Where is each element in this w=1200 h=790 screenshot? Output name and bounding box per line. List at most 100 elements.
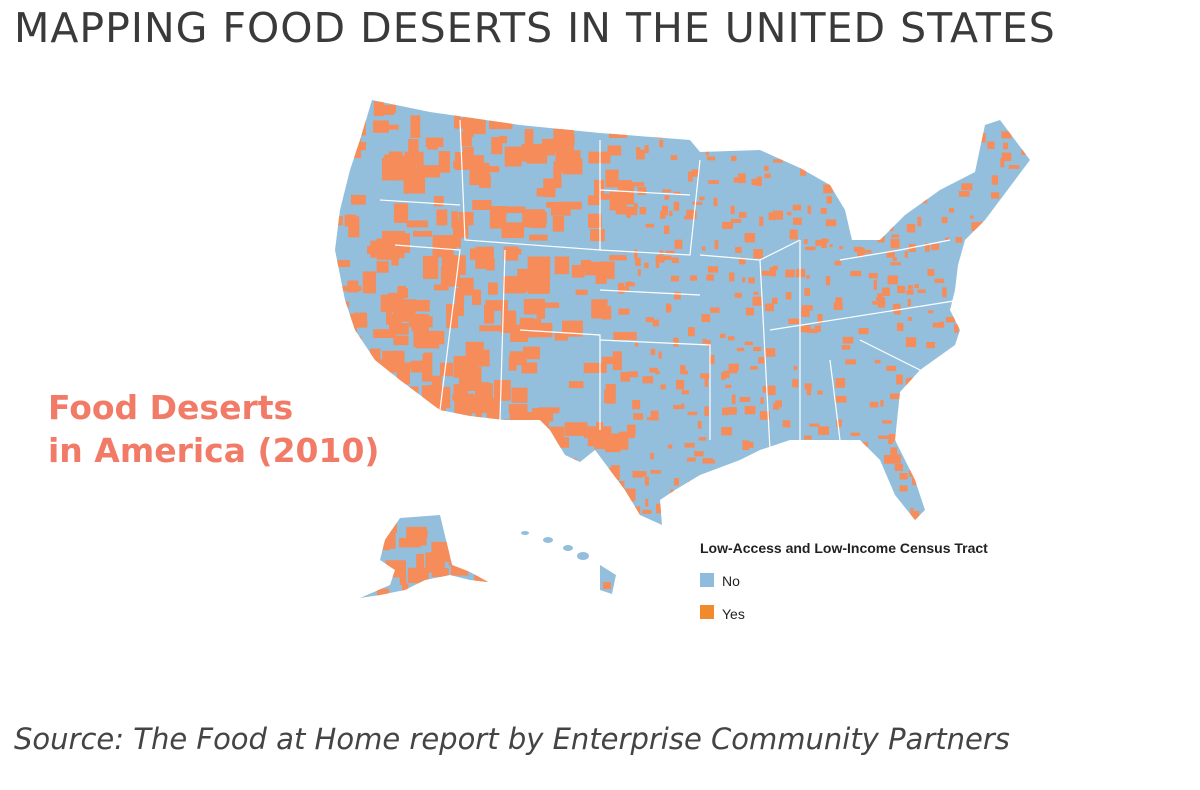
tract-patch <box>937 480 942 490</box>
tract-patch <box>511 510 529 525</box>
tract-patch <box>391 258 399 266</box>
tract-patch <box>564 422 588 436</box>
tract-patch <box>667 304 672 312</box>
tract-patch <box>850 432 860 436</box>
tract-patch <box>818 426 829 435</box>
tract-patch <box>351 458 365 479</box>
tract-patch <box>751 178 760 186</box>
tract-patch <box>634 249 638 259</box>
tract-patch <box>622 286 630 292</box>
tract-patch <box>1013 266 1023 271</box>
tract-patch <box>396 414 417 422</box>
tract-patch <box>908 377 919 386</box>
tract-patch <box>901 443 907 451</box>
tract-patch <box>892 256 897 262</box>
tract-patch <box>530 436 554 451</box>
tract-patch <box>727 336 735 341</box>
tract-patch <box>948 378 955 384</box>
tract-patch <box>692 201 703 205</box>
tract-patch <box>745 465 751 469</box>
tract-patch <box>961 150 967 154</box>
tract-patch <box>479 519 488 538</box>
tract-patch <box>961 124 972 130</box>
tract-patch <box>691 169 699 177</box>
tract-patch <box>1005 369 1015 379</box>
tract-patch <box>436 209 448 226</box>
tract-patch <box>868 273 878 279</box>
tract-patch <box>662 189 672 193</box>
tract-patch <box>792 152 799 158</box>
tract-patch <box>910 507 914 512</box>
tract-patch <box>975 230 987 240</box>
tract-patch <box>626 206 638 216</box>
tract-patch <box>792 204 802 211</box>
tract-patch <box>745 441 754 448</box>
tract-patch <box>753 346 762 352</box>
tract-patch <box>819 494 829 500</box>
tract-patch <box>351 461 359 470</box>
tract-patch <box>523 298 540 315</box>
tract-patch <box>373 120 389 133</box>
tract-patch <box>522 490 531 496</box>
tract-patch <box>462 503 483 519</box>
tract-patch <box>491 137 503 155</box>
tract-patch <box>458 376 478 391</box>
tract-patch <box>865 458 870 467</box>
tract-patch <box>510 431 531 438</box>
tract-patch <box>476 570 488 588</box>
tract-patch <box>929 479 935 489</box>
tract-patch <box>835 378 846 388</box>
tract-patch <box>994 335 999 341</box>
tract-patch <box>658 351 662 359</box>
tract-patch <box>425 552 445 573</box>
tract-patch <box>727 113 738 122</box>
tract-patch <box>444 507 457 525</box>
tract-patch <box>825 451 835 458</box>
tract-patch <box>604 389 611 403</box>
tract-patch <box>521 143 545 160</box>
tract-patch <box>665 250 675 255</box>
tract-patch <box>462 496 479 510</box>
tract-patch <box>899 485 908 492</box>
tract-patch <box>434 284 449 291</box>
tract-patch <box>882 287 890 296</box>
tract-patch <box>972 441 981 445</box>
tract-patch <box>531 435 551 442</box>
tract-patch <box>656 503 667 514</box>
tract-patch <box>718 111 725 117</box>
tract-patch <box>752 296 763 306</box>
tract-patch <box>410 115 421 138</box>
tract-patch <box>483 477 492 498</box>
tract-patch <box>948 170 957 180</box>
tract-patch <box>553 128 574 152</box>
tract-patch <box>750 473 756 480</box>
tract-patch <box>536 211 547 225</box>
tract-patch <box>887 439 893 445</box>
tract-patch <box>730 218 742 223</box>
label-line: Food Deserts <box>48 388 294 427</box>
tract-patch <box>541 451 559 470</box>
tract-patch <box>375 528 388 541</box>
tract-patch <box>742 440 750 450</box>
tract-patch <box>772 159 783 163</box>
tract-patch <box>764 165 769 172</box>
tract-patch <box>897 285 906 294</box>
tract-patch <box>858 223 864 227</box>
tract-patch <box>519 317 534 338</box>
tract-patch <box>910 510 920 521</box>
tract-patch <box>856 218 865 226</box>
tract-patch <box>1006 294 1017 299</box>
tract-patch <box>1027 124 1030 132</box>
hawaii <box>521 531 616 594</box>
tract-patch <box>597 193 617 200</box>
tract-patch <box>652 319 659 327</box>
tract-patch <box>829 244 833 248</box>
tract-patch <box>808 155 817 160</box>
tract-patch <box>803 239 808 245</box>
tract-patch <box>884 225 894 232</box>
tract-patch <box>707 266 719 273</box>
tract-patch <box>493 379 511 401</box>
tract-patch <box>799 494 807 502</box>
tract-patch <box>384 431 399 445</box>
